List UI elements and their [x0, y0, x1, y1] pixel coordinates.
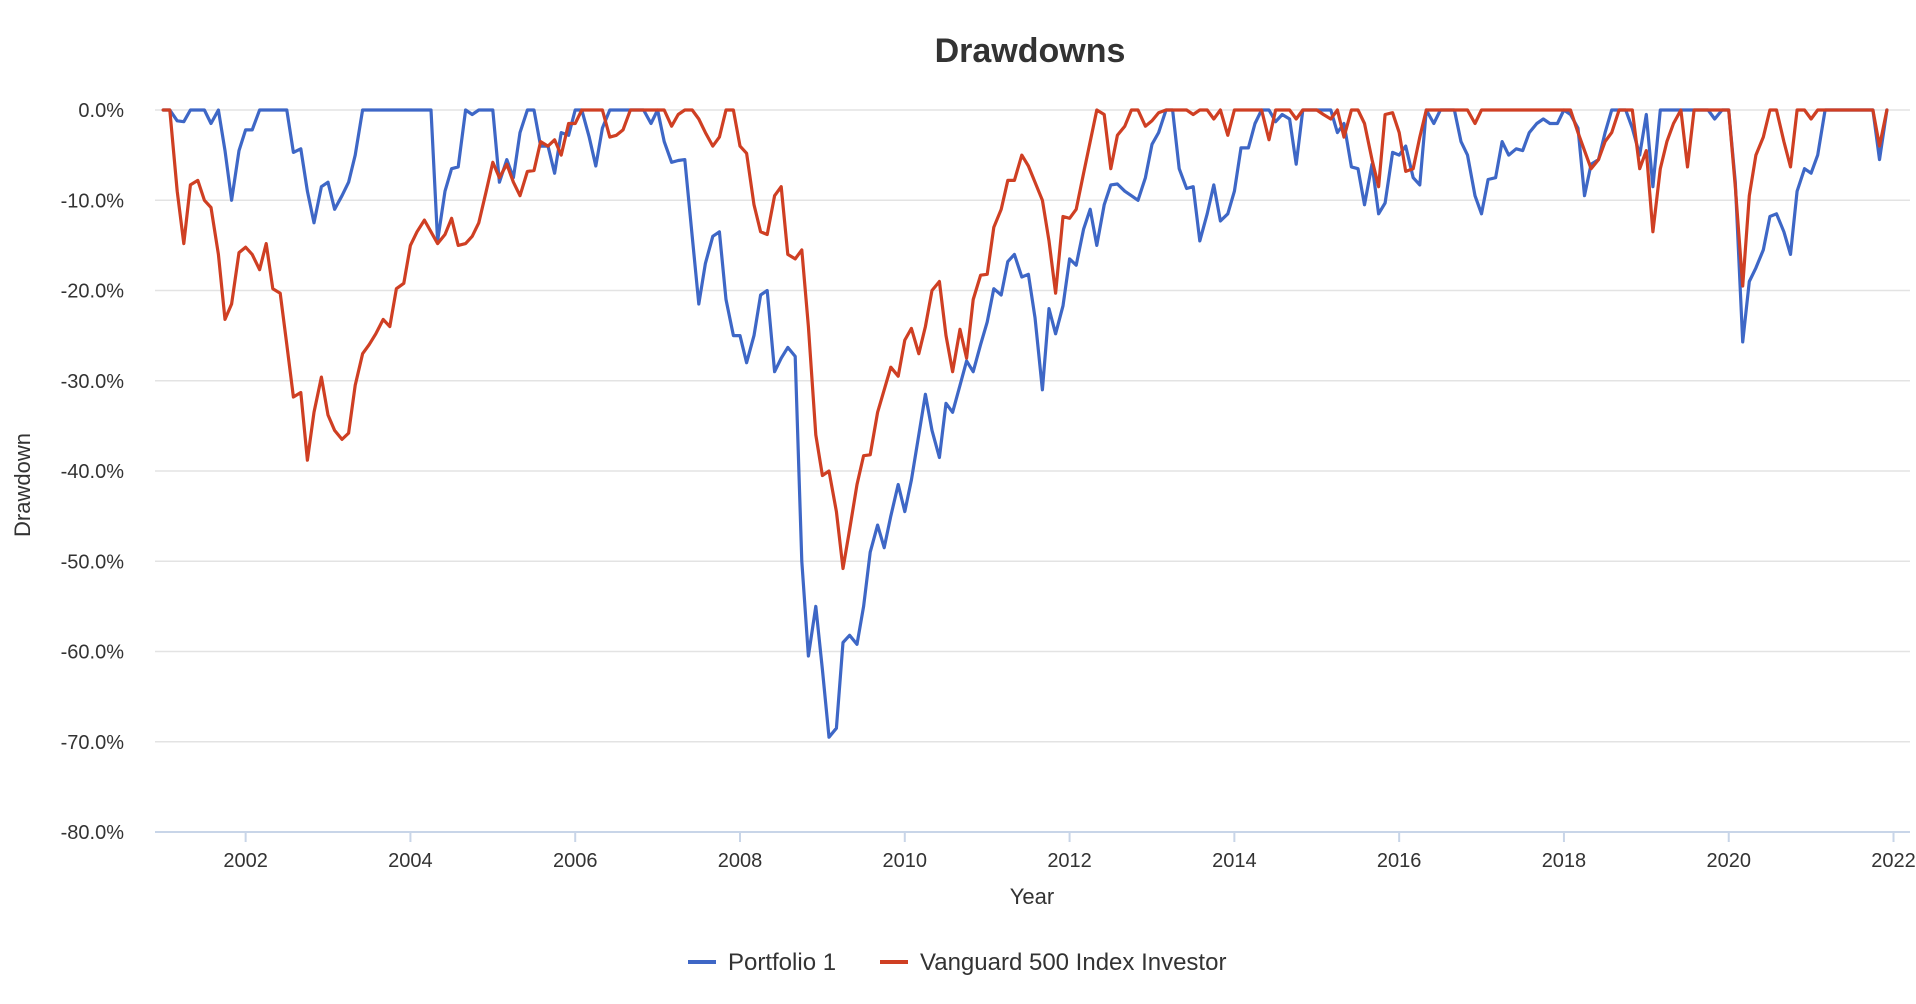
x-axis-ticks: 2002 2004 2006 2008 2010 2012 2014 2016 2018 2020… — [223, 832, 1916, 872]
x-axis-label: Year — [1010, 884, 1054, 909]
x-tick-label: 2018 — [1542, 850, 1587, 872]
y-tick-label: -80.0% — [61, 822, 125, 844]
x-tick-label: 2002 — [223, 850, 268, 872]
x-tick-label: 2014 — [1212, 850, 1257, 872]
series-line-vanguard-500[interactable] — [161, 108, 1889, 571]
y-tick-label: -30.0% — [61, 371, 125, 393]
x-tick-label: 2016 — [1377, 850, 1422, 872]
series-lines — [161, 108, 1889, 739]
y-tick-label: -50.0% — [61, 551, 125, 573]
gridlines — [155, 109, 1910, 743]
legend-label-portfolio-1: Portfolio 1 — [728, 949, 836, 976]
series-line-portfolio-1[interactable] — [161, 108, 1889, 739]
x-tick-label: 2006 — [553, 850, 598, 872]
y-tick-label: -60.0% — [61, 642, 125, 664]
legend: Portfolio 1 Vanguard 500 Index Investor — [688, 949, 1226, 976]
y-tick-label: -70.0% — [61, 732, 125, 754]
y-axis-label: Drawdown — [10, 433, 35, 537]
legend-item-portfolio-1[interactable]: Portfolio 1 — [688, 949, 836, 976]
x-tick-label: 2020 — [1706, 850, 1751, 872]
chart-title: Drawdowns — [935, 32, 1126, 70]
y-tick-label: 0.0% — [78, 100, 124, 122]
y-tick-label: -40.0% — [61, 461, 125, 483]
legend-item-vanguard-500[interactable]: Vanguard 500 Index Investor — [880, 949, 1226, 976]
legend-label-vanguard-500: Vanguard 500 Index Investor — [920, 949, 1226, 976]
x-tick-label: 2010 — [883, 850, 928, 872]
x-tick-label: 2008 — [718, 850, 763, 872]
y-axis-ticks: 0.0% -10.0% -20.0% -30.0% -40.0% -50.0% -60.0%… — [61, 100, 125, 844]
y-tick-label: -20.0% — [61, 281, 125, 303]
x-tick-label: 2022 — [1871, 850, 1916, 872]
x-tick-label: 2012 — [1047, 850, 1092, 872]
x-tick-label: 2004 — [388, 850, 433, 872]
y-tick-label: -10.0% — [61, 190, 125, 212]
